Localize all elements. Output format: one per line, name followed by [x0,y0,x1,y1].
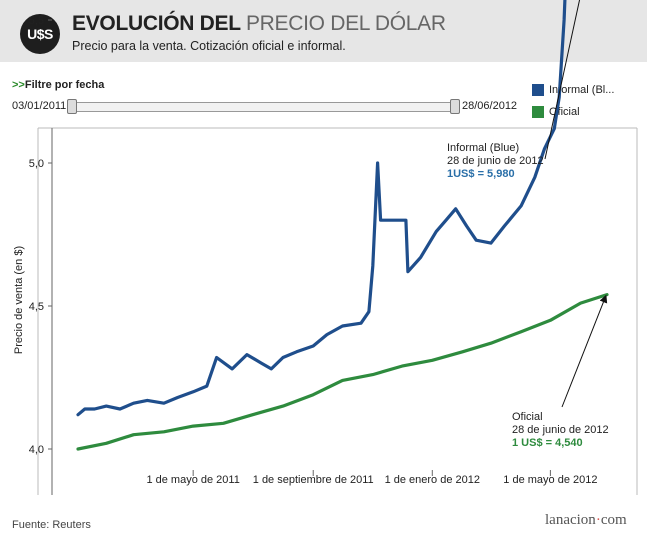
annotation-informal-text: 28 de junio de 2012 [447,155,544,167]
legend-item-informal[interactable]: Informal (Bl... [526,79,638,101]
filter-arrows: >> [12,79,25,91]
x-tick-label: 1 de enero de 2012 [385,474,480,486]
annotation-oficial-arrow [561,294,608,408]
x-tick-label: 1 de septiembre de 2011 [253,474,374,486]
legend-swatch-oficial [532,106,544,118]
series-line-oficial[interactable] [76,293,609,451]
date-end: 28/06/2012 [462,100,518,112]
y-tick-label: 4,0 [29,444,44,456]
logo-part-b: com [600,512,627,528]
dollar-badge: U$S [20,14,60,54]
series-line-informal[interactable] [76,0,607,417]
y-tick-label: 5,0 [29,158,44,170]
x-tick-label: 1 de mayo de 2012 [503,474,597,486]
title-part-1: EVOLUCIÓN DEL [72,12,241,35]
filter-label-text: Filtre por fecha [24,79,105,91]
logo-dot: · [595,512,601,528]
y-tick-label: 4,5 [29,301,44,313]
annotation-oficial-value: 1 US$ = 4,540 [512,437,583,449]
lanacion-logo[interactable]: lanacion·com [545,512,627,529]
annotation-informal-arrow [544,0,581,160]
header-bar: U$S EVOLUCIÓN DEL PRECIO DEL DÓLAR Preci… [0,0,647,62]
date-filter-label: >>Filtre por fecha [12,79,104,91]
annotation-oficial-text: Oficial [512,411,543,423]
source-note: Fuente: Reuters [12,519,91,531]
annotation-informal-value: 1US$ = 5,980 [447,168,515,180]
logo-part-a: lanacion [545,512,596,528]
slider-handle-start[interactable] [67,99,77,114]
y-axis-label: Precio de venta (en $) [13,246,25,354]
annotation-informal-text: Informal (Blue) [447,142,519,154]
x-tick-label: 1 de mayo de 2011 [146,474,239,486]
y-tick-label: 5,5 [29,15,44,27]
legend-label-informal: Informal (Bl... [549,84,615,96]
annotation-oficial-text: 28 de junio de 2012 [512,424,609,436]
title-part-2: PRECIO DEL DÓLAR [245,12,446,35]
legend-swatch-informal [532,84,544,96]
slider-handle-end[interactable] [450,99,460,114]
page-title: EVOLUCIÓN DEL PRECIO DEL DÓLAR [72,12,446,36]
date-start: 03/01/2011 [12,100,67,112]
page-subtitle: Precio para la venta. Cotización oficial… [72,39,346,53]
